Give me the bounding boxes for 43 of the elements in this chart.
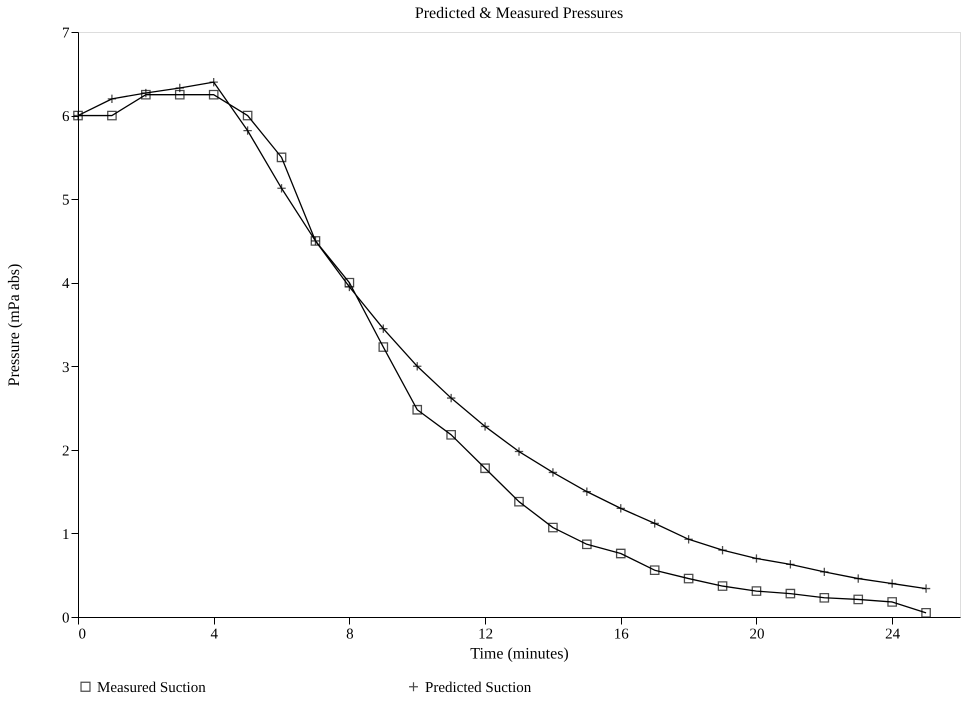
- point: [921, 608, 931, 618]
- point: [819, 592, 830, 603]
- y-tick-label: 2: [62, 443, 70, 460]
- point: [344, 278, 354, 288]
- y-tick-label: 4: [62, 276, 70, 292]
- point: [582, 539, 592, 550]
- y-tick-label: 1: [62, 526, 70, 543]
- point: [412, 404, 422, 415]
- x-tick-label: 20: [749, 626, 764, 642]
- point: [107, 110, 117, 120]
- y-tick-label: 3: [62, 360, 70, 376]
- legend-label: Measured Suction: [97, 680, 206, 696]
- x-tick-label: 0: [78, 626, 86, 642]
- point: [616, 548, 626, 558]
- point: [208, 90, 219, 100]
- x-tick-label: 8: [346, 626, 354, 642]
- y-tick-label: 6: [62, 109, 70, 126]
- y-axis-title: Pressure (mPa abs): [6, 264, 23, 386]
- chart-title: Predicted & Measured Pressures: [414, 5, 624, 22]
- x-tick-label: 4: [210, 626, 218, 642]
- point: [480, 463, 490, 474]
- x-tick-label: 16: [614, 626, 630, 642]
- y-tick-label: 0: [62, 610, 70, 626]
- x-axis-title: Time (minutes): [470, 646, 569, 662]
- x-tick-label: 24: [885, 626, 901, 642]
- point: [718, 581, 728, 591]
- point: [853, 594, 864, 604]
- y-tick-label: 5: [62, 192, 70, 209]
- point: [684, 574, 694, 584]
- point: [786, 588, 796, 598]
- x-tick-label: 12: [478, 626, 494, 642]
- point: [174, 90, 185, 100]
- point: [548, 522, 558, 532]
- point: [242, 110, 252, 120]
- point: [446, 430, 456, 440]
- legend-label: Predicted Suction: [425, 680, 532, 696]
- point: [752, 586, 762, 596]
- point: [514, 496, 524, 507]
- point: [378, 342, 388, 352]
- point: [887, 597, 897, 607]
- point: [276, 152, 286, 162]
- y-tick-label: 7: [62, 26, 70, 42]
- point: [650, 565, 660, 576]
